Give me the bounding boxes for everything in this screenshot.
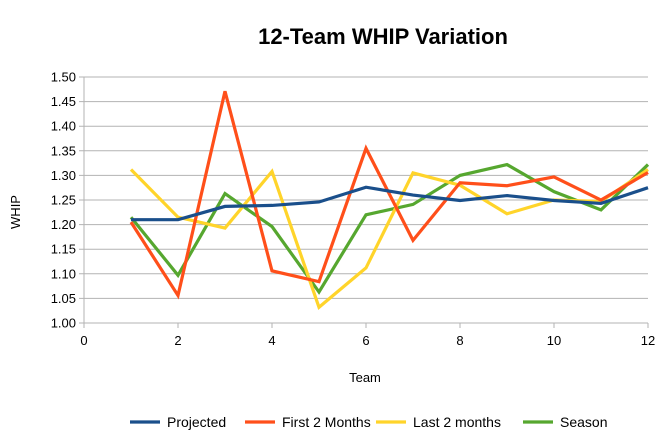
axes: 1.00 1.05 1.10 1.15 1.20 1.25 1.30 1.35 1.40 1.45… — [51, 70, 656, 349]
y-tick-label: 1.05 — [51, 291, 76, 306]
chart-title: 12-Team WHIP Variation — [258, 24, 508, 49]
series-line-projected — [131, 185, 649, 222]
series-line-first-2-months — [129, 90, 649, 300]
y-tick-label: 1.25 — [51, 193, 76, 208]
y-tick-label: 1.15 — [51, 242, 76, 257]
y-tick-label: 1.30 — [51, 168, 76, 183]
gridlines — [79, 76, 648, 324]
x-axis-title: Team — [349, 370, 381, 385]
y-tick-label: 1.40 — [51, 119, 76, 134]
x-tick-label: 0 — [80, 333, 87, 348]
data-series — [129, 90, 650, 310]
y-axis-title: WHIP — [8, 195, 23, 229]
x-tick-label: 12 — [641, 333, 655, 348]
x-tick-label: 4 — [268, 333, 275, 348]
y-tick-label: 1.35 — [51, 143, 76, 158]
y-tick-label: 1.20 — [51, 217, 76, 232]
y-tick-label: 1.45 — [51, 94, 76, 109]
x-tick-label: 10 — [547, 333, 561, 348]
y-tick-label: 1.00 — [51, 316, 76, 331]
x-tick-label: 2 — [174, 333, 181, 348]
legend-label: Projected — [167, 414, 226, 430]
legend-label: Season — [560, 414, 607, 430]
y-tick-label: 1.10 — [51, 266, 76, 281]
x-tick-label: 6 — [362, 333, 369, 348]
legend: Projected First 2 Months Last 2 months Seas… — [130, 414, 607, 430]
legend-label: First 2 Months — [282, 414, 371, 430]
legend-label: Last 2 months — [413, 414, 501, 430]
y-tick-label: 1.50 — [51, 70, 76, 85]
x-tick-label: 8 — [456, 333, 463, 348]
